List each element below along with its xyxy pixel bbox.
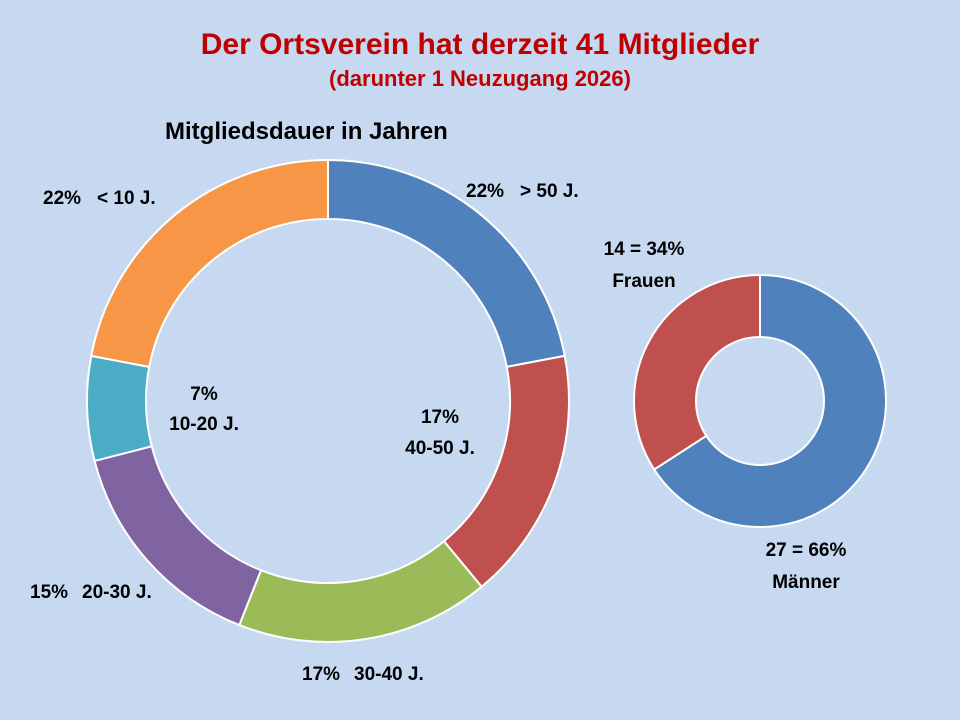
page-subtitle: (darunter 1 Neuzugang 2026) [329, 66, 631, 91]
gender-slice-1 [633, 273, 761, 471]
label-maenner-category: Männer [772, 572, 840, 593]
duration-slice-2 [237, 539, 484, 643]
membership-duration-donut [86, 158, 570, 643]
duration-slice-1 [442, 354, 570, 589]
label-over-50-percent: 22% [466, 181, 504, 202]
label-under-10-category: < 10 J. [97, 188, 156, 209]
label-20-30-category: 20-30 J. [82, 582, 152, 603]
gender-slice-0 [652, 273, 887, 528]
label-under-10-percent: 22% [43, 188, 81, 209]
label-40-50-percent: 17% [421, 407, 459, 428]
duration-labels: 22% > 50 J. 17% 40-50 J. 17% 30-40 J. 15… [30, 181, 579, 685]
duration-slice-4 [86, 354, 153, 463]
label-10-20-category: 10-20 J. [169, 414, 239, 435]
label-10-20-percent: 7% [190, 384, 218, 405]
duration-chart-title: Mitgliedsdauer in Jahren [165, 118, 448, 145]
label-frauen-value: 14 = 34% [604, 239, 685, 260]
label-30-40-percent: 17% [302, 664, 340, 685]
gender-donut [633, 273, 887, 528]
label-maenner-value: 27 = 66% [766, 540, 847, 561]
label-30-40-category: 30-40 J. [354, 664, 424, 685]
label-40-50-category: 40-50 J. [405, 438, 475, 459]
label-over-50-category: > 50 J. [520, 181, 579, 202]
page-title: Der Ortsverein hat derzeit 41 Mitglieder [200, 28, 760, 61]
duration-slice-5 [90, 158, 329, 369]
label-frauen-category: Frauen [612, 271, 675, 292]
gender-labels: 14 = 34% Frauen 27 = 66% Männer [604, 239, 847, 593]
label-20-30-percent: 15% [30, 582, 68, 603]
